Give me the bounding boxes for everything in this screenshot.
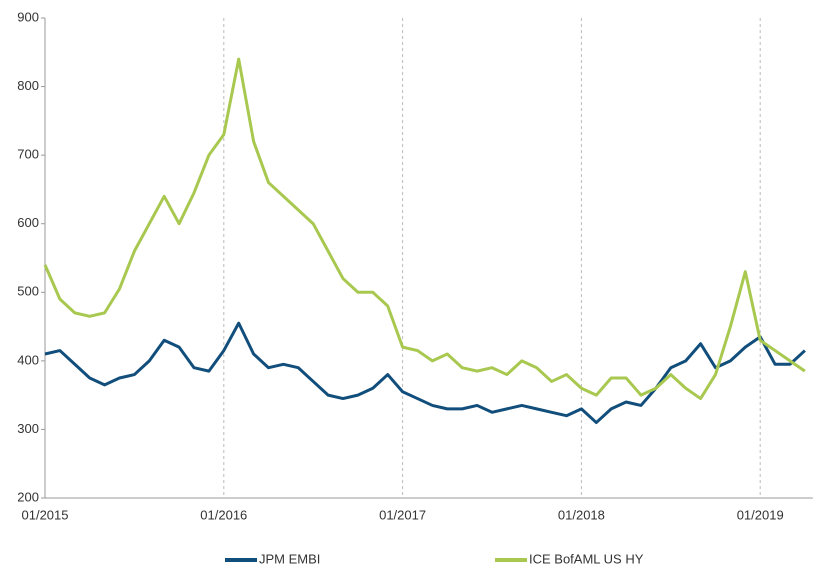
y-tick-label: 700: [17, 147, 39, 162]
x-tick-label: 01/2016: [200, 507, 247, 522]
x-tick-label: 01/2017: [379, 507, 426, 522]
series-line: [43, 57, 806, 401]
y-tick-label: 500: [17, 284, 39, 299]
y-tick-label: 300: [17, 421, 39, 436]
legend-label: ICE BofAML US HY: [529, 551, 644, 566]
x-tick-label: 01/2015: [22, 507, 69, 522]
y-tick-label: 400: [17, 352, 39, 367]
y-tick-label: 200: [17, 489, 39, 504]
x-tick-label: 01/2019: [737, 507, 784, 522]
y-tick-label: 800: [17, 78, 39, 93]
x-tick-label: 01/2018: [558, 507, 605, 522]
legend-label: JPM EMBI: [259, 551, 320, 566]
series-line: [44, 321, 806, 425]
y-tick-label: 600: [17, 215, 39, 230]
y-tick-label: 900: [17, 9, 39, 24]
